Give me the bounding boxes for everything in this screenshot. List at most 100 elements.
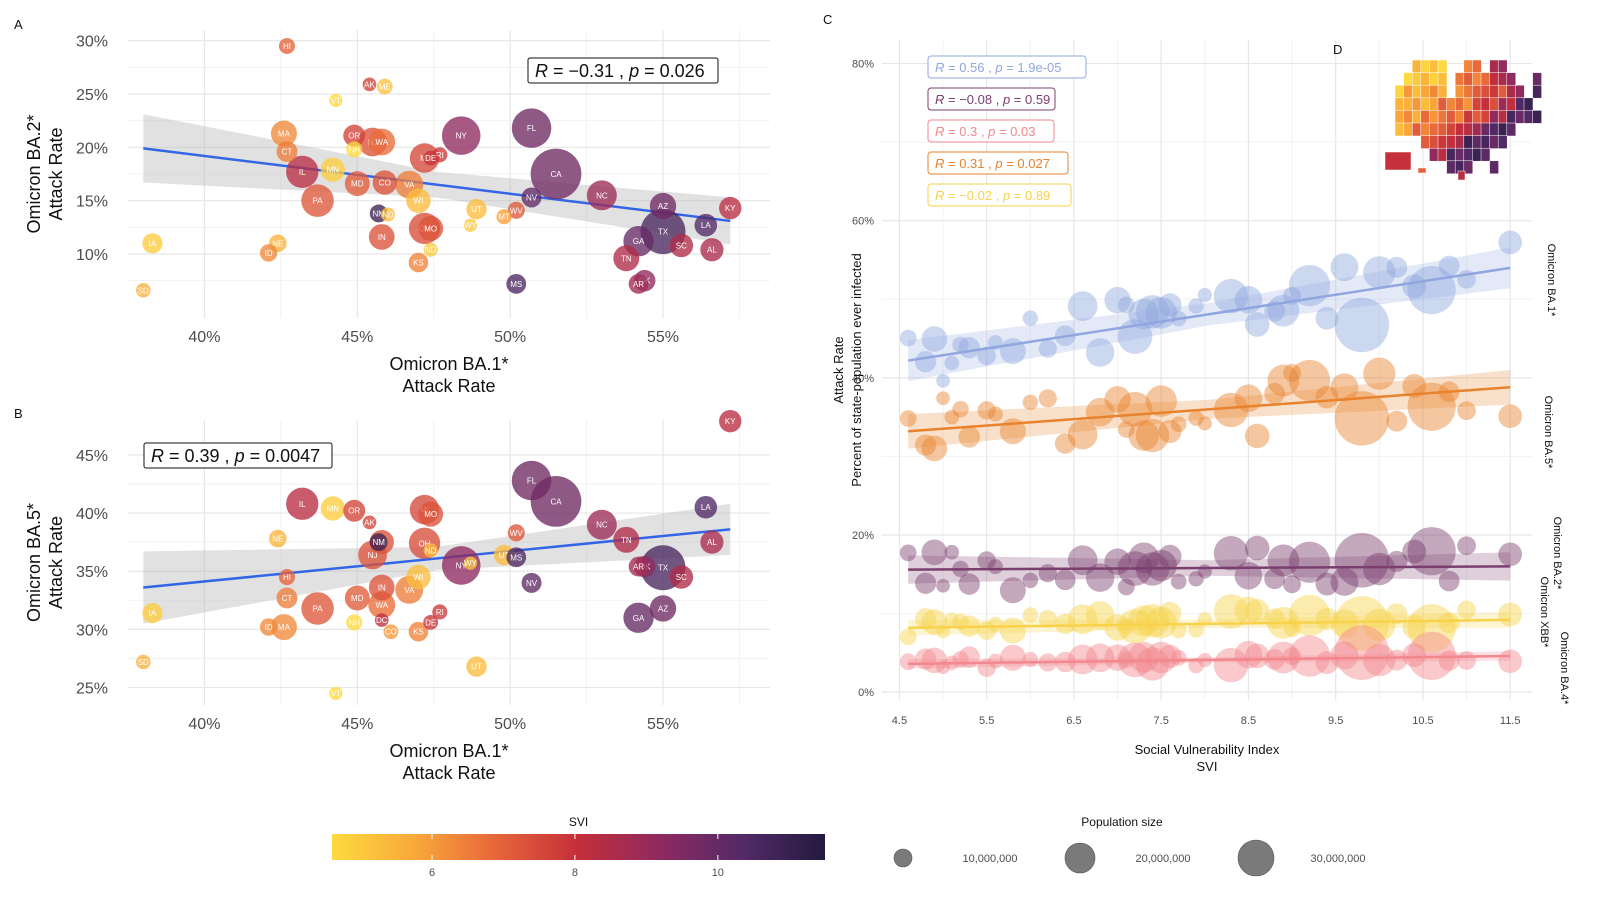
state-label: WA [375, 138, 388, 147]
state-label: NE [272, 239, 283, 248]
regression-line [143, 147, 731, 223]
state-point [1135, 604, 1170, 638]
x-axis-label: Social Vulnerability Index [1135, 742, 1280, 757]
state-point [1363, 357, 1396, 390]
state-point [1117, 578, 1135, 596]
state-label: AR [633, 563, 644, 572]
map-state-tile [1489, 97, 1499, 112]
state-point [276, 587, 298, 609]
x-tick-label: 45% [341, 716, 373, 733]
state-point [1402, 374, 1427, 398]
state-point [463, 556, 478, 570]
state-point [977, 346, 996, 366]
stat-part: R [151, 446, 164, 466]
x-axis-label: Attack Rate [402, 376, 495, 396]
series-ba5 [899, 357, 1523, 462]
state-point [408, 621, 429, 642]
map-state-tile [1463, 122, 1474, 137]
state-point [374, 613, 389, 627]
state-point [1234, 596, 1263, 625]
state-point [1330, 567, 1359, 596]
state-point [344, 171, 370, 197]
state-point [406, 564, 431, 590]
y-tick-label: 60% [852, 216, 874, 228]
map-state-tile [1394, 122, 1405, 137]
state-label: FL [527, 124, 537, 133]
state-point [1085, 338, 1115, 367]
state-point [1315, 572, 1339, 596]
y-tick-label: 40% [852, 373, 874, 385]
state-point [270, 120, 297, 147]
map-state-tile [1489, 59, 1499, 74]
state-point [921, 539, 948, 566]
map-state-tile [1523, 97, 1534, 112]
state-point [1288, 635, 1331, 677]
state-point [1234, 561, 1263, 590]
state-label: GA [633, 614, 645, 623]
state-point [278, 569, 295, 586]
map-state-tile [1384, 151, 1412, 171]
state-label: NC [596, 191, 608, 200]
state-point [1438, 612, 1460, 634]
state-point [623, 602, 654, 633]
state-label: KS [413, 259, 424, 268]
map-state-tile [1463, 59, 1474, 74]
state-point [1288, 359, 1331, 402]
state-label: TN [621, 254, 632, 263]
state-label: VA [404, 181, 415, 190]
state-point [1283, 363, 1302, 382]
map-state-tile [1403, 84, 1413, 99]
map-state-tile [1446, 147, 1456, 162]
state-point [506, 273, 527, 294]
state-point [463, 218, 478, 232]
stat-part: R [935, 188, 944, 203]
state-label: PA [313, 197, 324, 206]
y-tick-label: 45% [76, 448, 108, 465]
state-point [944, 612, 960, 628]
population-legend-circle [1237, 839, 1275, 877]
state-point [1067, 644, 1098, 675]
stat-part: R [935, 124, 944, 139]
stat-part: = 0.026 [639, 61, 705, 81]
map-state-tile [1497, 122, 1508, 137]
state-point [418, 215, 444, 241]
state-point [921, 326, 948, 352]
state-point [142, 603, 163, 624]
state-point [346, 614, 363, 631]
stat-part: R [935, 156, 944, 171]
map-state-tile [1411, 84, 1422, 99]
state-point [507, 201, 525, 219]
y-axis-label: Attack Rate [831, 336, 846, 403]
regression-line [908, 654, 1511, 666]
map-state-tile [1497, 72, 1508, 86]
state-label: UT [471, 205, 482, 214]
state-point [649, 192, 677, 220]
state-point [320, 157, 345, 182]
state-point [977, 401, 996, 420]
state-point [1386, 649, 1408, 671]
map-state-tile [1506, 72, 1517, 86]
state-point [899, 544, 917, 562]
state-point [1085, 643, 1115, 673]
y-axis-label: Omicron BA.2* [24, 114, 44, 233]
map-state-tile [1472, 135, 1482, 149]
stat-part: = 0.027 [1003, 156, 1050, 171]
map-state-tile [1463, 147, 1474, 162]
x-tick-label: 9.5 [1328, 715, 1343, 727]
state-point [1104, 548, 1131, 575]
state-label: CO [379, 179, 391, 188]
y-tick-label: 35% [76, 564, 108, 581]
state-label: NV [526, 579, 538, 588]
x-tick-label: 55% [647, 716, 679, 733]
state-point [1170, 649, 1187, 666]
map-state-tile [1497, 97, 1508, 112]
map-state-tile [1437, 110, 1448, 124]
state-point [329, 686, 343, 701]
state-point [958, 426, 980, 448]
state-point [1438, 255, 1460, 277]
map-state-tile [1454, 97, 1465, 112]
stat-part: p [234, 446, 245, 466]
stat-part: p [628, 61, 639, 81]
map-state-tile [1429, 84, 1439, 99]
state-label: AK [364, 518, 375, 527]
